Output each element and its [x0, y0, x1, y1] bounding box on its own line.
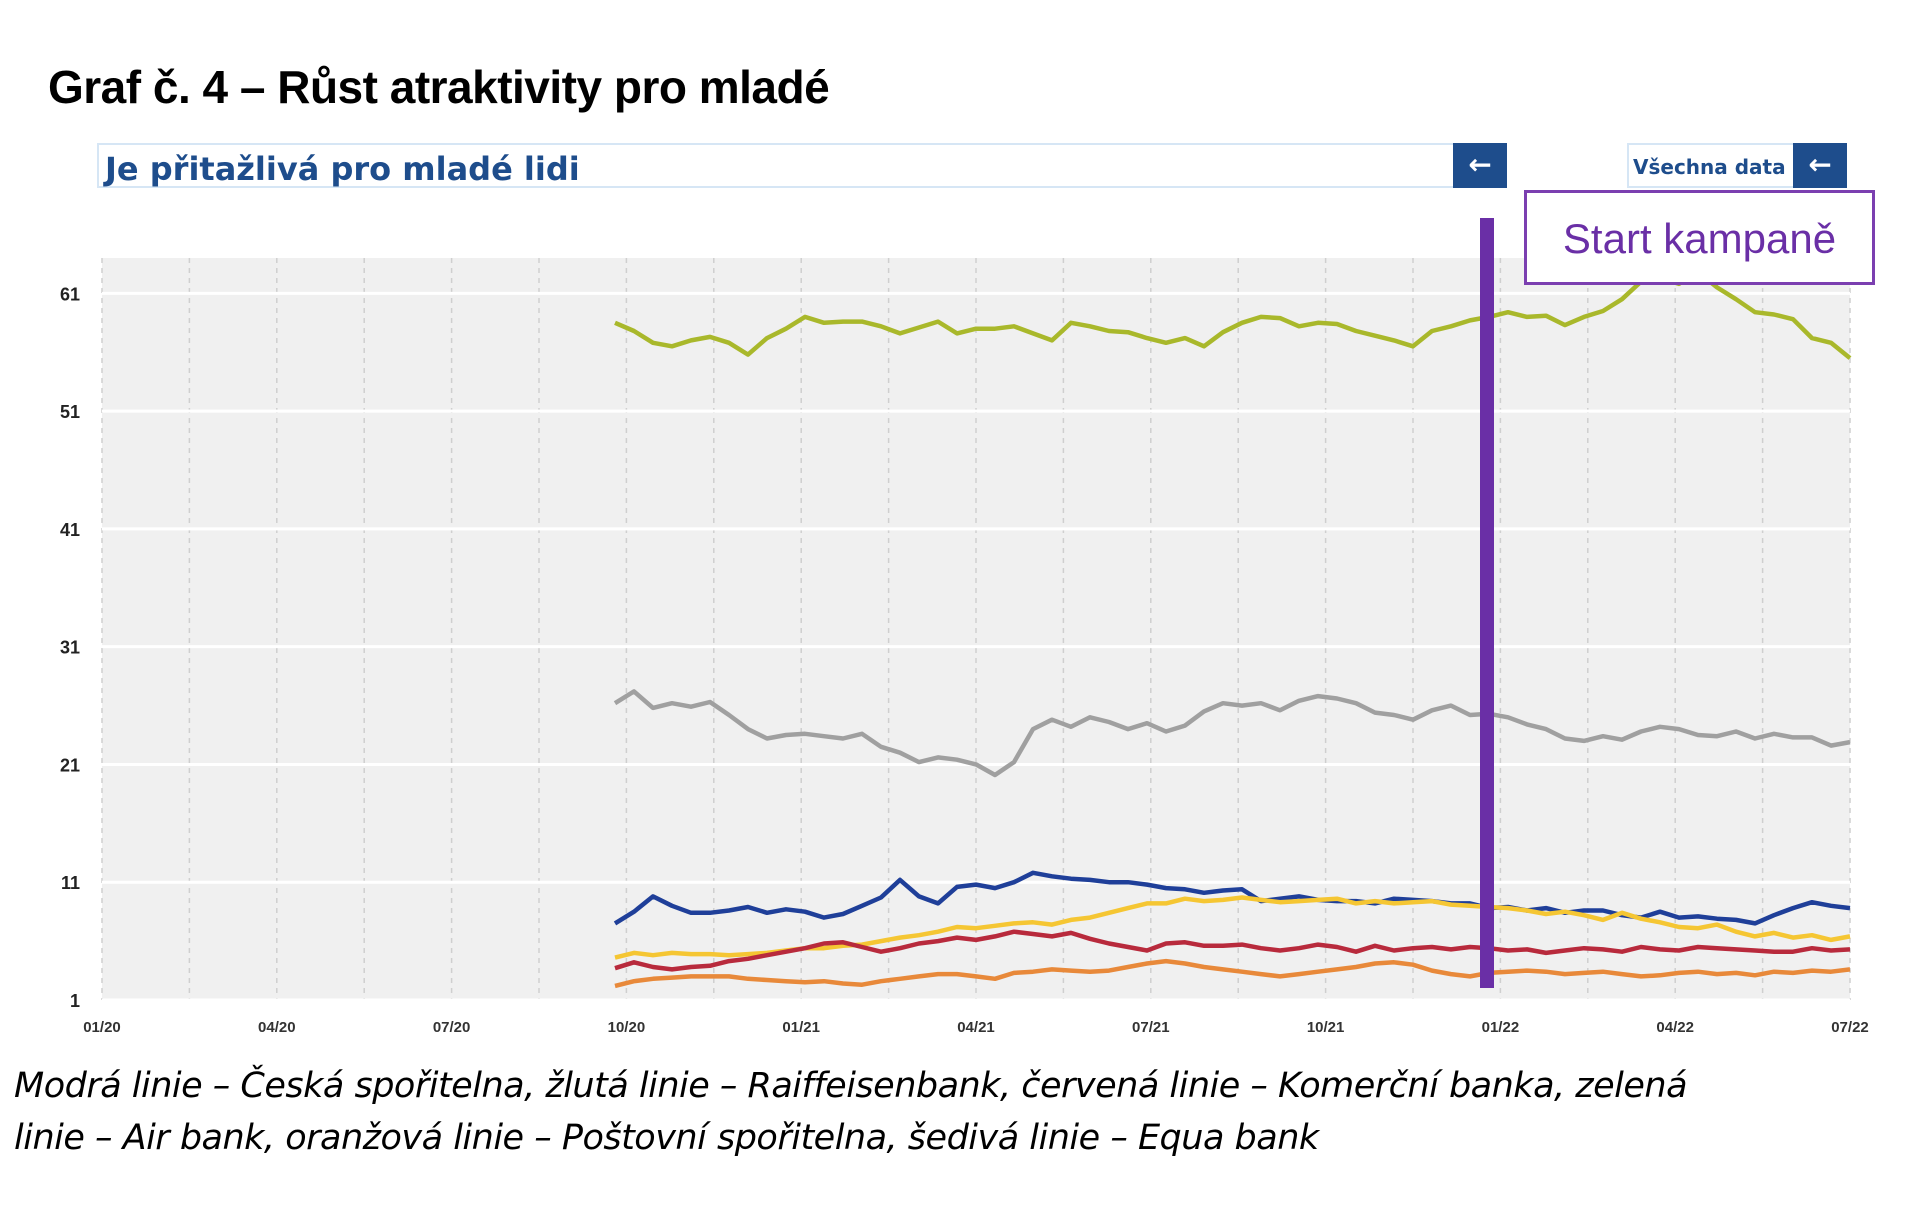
x-tick-label: 01/21 [782, 1019, 820, 1036]
all-data-prev-button[interactable]: ← [1793, 143, 1847, 188]
y-tick-label: 51 [60, 402, 80, 422]
arrow-left-icon: ← [1808, 148, 1832, 181]
x-tick-label: 01/22 [1482, 1019, 1520, 1036]
y-tick-label: 31 [60, 638, 80, 658]
campaign-start-label: Start kampaně [1562, 215, 1837, 262]
all-data-label: Všechna data [1633, 155, 1786, 179]
series-line [614, 958, 1851, 989]
x-tick-label: 04/22 [1656, 1019, 1694, 1036]
legend-caption-line-1: Modrá linie – Česká spořitelna, žlutá li… [14, 1066, 1688, 1106]
metric-select[interactable]: Je přitažlivá pro mladé lidi [97, 143, 1507, 188]
x-tick-label: 07/20 [433, 1019, 471, 1036]
x-tick-label: 10/21 [1307, 1019, 1345, 1036]
y-tick-label: 21 [60, 755, 80, 775]
x-tick-label: 07/21 [1132, 1019, 1170, 1036]
series-line [614, 929, 1851, 972]
series-line [613, 689, 1851, 778]
y-tick-label: 41 [60, 520, 80, 540]
legend-caption-line-2: linie – Air bank, oranžová linie – Pošto… [14, 1118, 1319, 1158]
series-line [614, 895, 1851, 960]
y-tick-label: 11 [61, 873, 80, 893]
x-tick-label: 04/20 [258, 1019, 296, 1036]
series-line [613, 870, 1851, 926]
y-tick-label: 61 [60, 284, 80, 304]
metric-prev-button[interactable]: ← [1453, 143, 1507, 188]
all-data-select[interactable]: Všechna data [1627, 143, 1800, 188]
campaign-start-annotation: Start kampaně [1524, 190, 1875, 285]
x-tick-label: 04/21 [957, 1019, 995, 1036]
chart-title: Graf č. 4 – Růst atraktivity pro mladé [48, 61, 830, 113]
x-tick-label: 10/20 [608, 1019, 646, 1036]
legend-caption: Modrá linie – Česká spořitelna, žlutá li… [14, 1060, 1894, 1164]
metric-select-label: Je přitažlivá pro mladé lidi [105, 150, 580, 188]
arrow-left-icon: ← [1468, 148, 1492, 181]
y-tick-label: 1 [70, 991, 80, 1011]
x-tick-label: 01/20 [83, 1019, 121, 1036]
x-tick-label: 07/22 [1831, 1019, 1869, 1036]
